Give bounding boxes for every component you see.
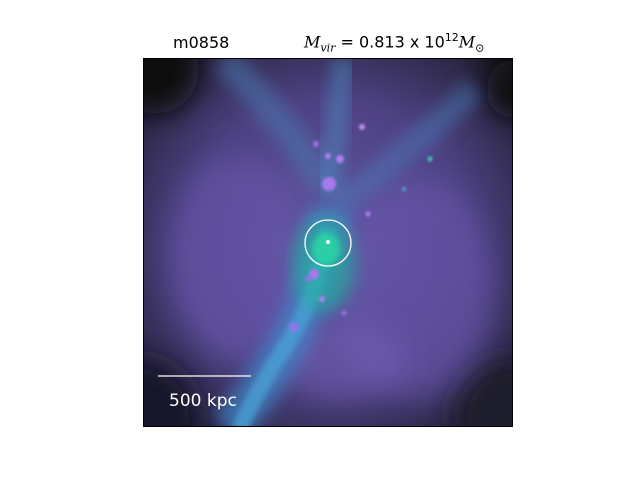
clump — [305, 276, 311, 282]
density-projection-image — [143, 58, 513, 427]
clump — [359, 124, 365, 130]
filament-upper-right — [326, 80, 483, 219]
central-galaxy — [326, 240, 330, 244]
halo-core — [312, 233, 340, 265]
clump — [309, 269, 319, 279]
virial-radius-circle — [304, 219, 352, 267]
dark-region-topleft — [144, 59, 199, 114]
clump — [365, 211, 371, 217]
clump — [313, 141, 319, 147]
scale-bar-label: 500 kpc — [169, 391, 237, 411]
dark-region-bottomleft — [144, 359, 199, 426]
halo-id-title: m0858 — [173, 33, 230, 52]
purple-haze-bottom — [284, 319, 404, 399]
clump — [325, 153, 331, 159]
filament-upper-left — [214, 59, 339, 196]
clump — [402, 187, 406, 191]
virial-mass-title: Mvir = 0.813 x 1012M⊙ — [304, 31, 485, 55]
dark-region-topright — [486, 59, 512, 119]
purple-haze-left — [169, 159, 309, 359]
clump — [322, 177, 336, 191]
clump — [427, 156, 433, 162]
dark-region-bottomright — [454, 359, 512, 426]
clump — [289, 322, 299, 332]
clump — [319, 296, 325, 302]
clump — [341, 310, 347, 316]
clump — [336, 155, 344, 163]
